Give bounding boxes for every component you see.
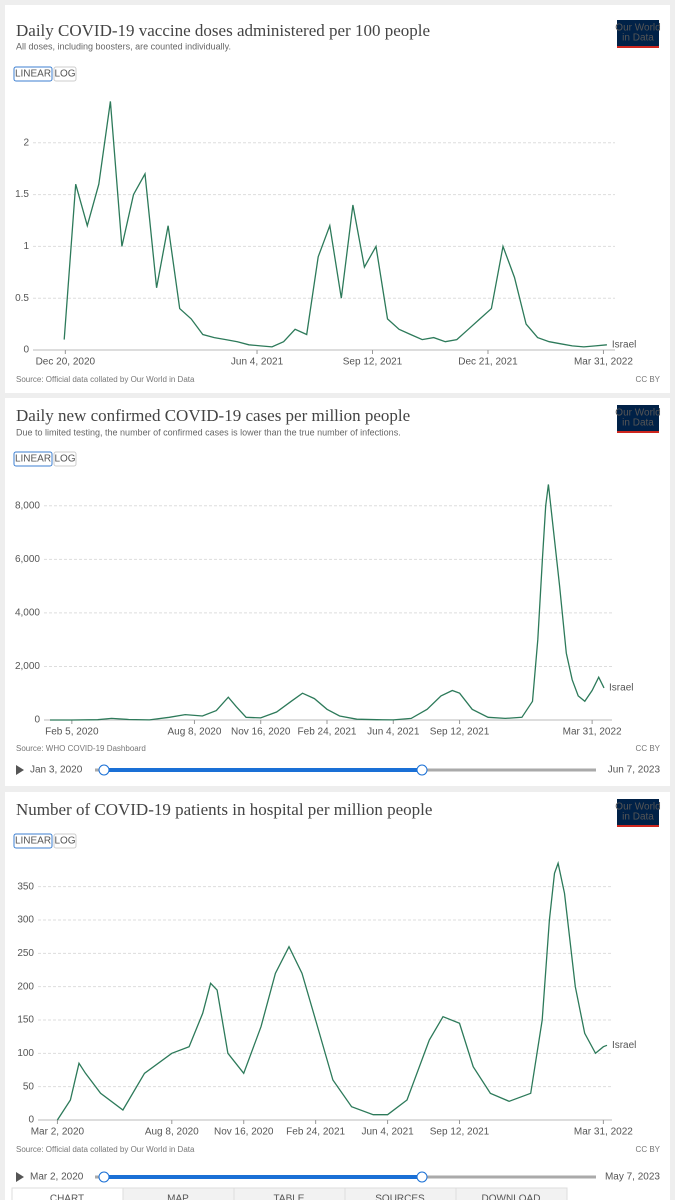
logo-text: in Data [622,33,654,44]
y-tick-label: 250 [17,948,34,959]
panel [5,398,670,786]
x-tick-label: Mar 31, 2022 [563,727,622,738]
scale-button-label[interactable]: LINEAR [15,836,51,847]
y-tick-label: 2 [23,137,29,148]
tab-label[interactable]: DOWNLOAD [482,1194,541,1200]
x-tick-label: Jun 4, 2021 [361,1127,414,1138]
chart-subtitle: Due to limited testing, the number of co… [16,427,401,437]
play-button[interactable] [16,765,24,775]
x-tick-label: Jun 4, 2021 [231,357,284,368]
license: CC BY [636,1145,661,1154]
y-tick-label: 50 [23,1081,35,1092]
tab-label[interactable]: CHART [50,1194,84,1200]
logo-text: Our World [615,23,660,34]
timeline-handle[interactable] [98,764,110,776]
series-label: Israel [612,1040,636,1051]
x-tick-label: Mar 31, 2022 [574,1127,633,1138]
timeline-start: Jan 3, 2020 [30,765,83,776]
x-tick-label: Aug 8, 2020 [145,1127,199,1138]
y-tick-label: 200 [17,981,34,992]
y-tick-label: 6,000 [15,554,40,565]
timeline-end: May 7, 2023 [605,1172,660,1183]
x-tick-label: Feb 24, 2021 [298,727,357,738]
x-tick-label: Mar 31, 2022 [574,357,633,368]
source: Source: Official data collated by Our Wo… [16,375,195,384]
x-tick-label: Feb 5, 2020 [45,727,99,738]
y-tick-label: 0 [34,715,40,726]
timeline-handle[interactable] [98,1171,110,1183]
scale-button-label[interactable]: LINEAR [15,69,51,80]
chart-title: Daily new confirmed COVID-19 cases per m… [16,406,410,425]
x-tick-label: Aug 8, 2020 [167,727,221,738]
logo-bar [617,46,659,48]
y-tick-label: 2,000 [15,661,40,672]
x-tick-label: Mar 2, 2020 [31,1127,85,1138]
scale-button[interactable] [13,833,53,849]
x-tick-label: Sep 12, 2021 [430,1127,490,1138]
x-tick-label: Dec 20, 2020 [36,357,96,368]
logo-text: in Data [622,418,654,429]
chart-title: Number of COVID-19 patients in hospital … [16,800,432,819]
timeline-end: Jun 7, 2023 [608,765,661,776]
scale-button[interactable] [53,66,77,82]
y-tick-label: 8,000 [15,500,40,511]
scale-button[interactable] [13,451,53,467]
y-tick-label: 0.5 [15,293,29,304]
x-tick-label: Dec 21, 2021 [458,357,518,368]
data-line [63,101,607,348]
logo-bar [617,431,659,433]
play-button[interactable] [16,1172,24,1182]
scale-button[interactable] [53,451,77,467]
timeline-handle[interactable] [416,764,428,776]
source: Source: Official data collated by Our Wo… [16,1145,195,1154]
x-tick-label: Sep 12, 2021 [430,727,490,738]
y-tick-label: 1 [23,241,29,252]
logo-box [617,405,659,433]
source: Source: WHO COVID-19 Dashboard [16,744,146,753]
x-tick-label: Sep 12, 2021 [343,357,403,368]
series-label: Israel [609,683,633,694]
chart-subtitle: All doses, including boosters, are count… [16,41,231,51]
y-tick-label: 4,000 [15,608,40,619]
license: CC BY [636,375,661,384]
y-tick-label: 0 [23,345,29,356]
panel [5,792,670,1200]
timeline-start: Mar 2, 2020 [30,1172,84,1183]
logo-bar [617,825,659,827]
data-line [50,484,605,721]
logo-text: Our World [615,408,660,419]
scale-button-label[interactable]: LOG [54,454,75,465]
license: CC BY [636,744,661,753]
x-tick-label: Jun 4, 2021 [367,727,420,738]
logo-text: Our World [615,802,660,813]
series-label: Israel [612,339,636,350]
timeline-handle[interactable] [416,1171,428,1183]
data-line [56,860,608,1121]
scale-button[interactable] [53,833,77,849]
y-tick-label: 350 [17,881,34,892]
tab[interactable] [455,1187,568,1200]
logo-box [617,799,659,827]
x-tick-label: Feb 24, 2021 [286,1127,345,1138]
logo-text: in Data [622,812,654,823]
chart-title: Daily COVID-19 vaccine doses administere… [16,21,430,40]
logo-box [617,20,659,48]
scale-button-label[interactable]: LOG [54,836,75,847]
scale-button-label[interactable]: LOG [54,69,75,80]
y-tick-label: 1.5 [15,189,29,200]
x-tick-label: Nov 16, 2020 [231,727,291,738]
y-tick-label: 100 [17,1048,34,1059]
y-tick-label: 0 [28,1115,34,1126]
y-tick-label: 300 [17,915,34,926]
tab-label[interactable]: MAP [167,1194,189,1200]
tab-label[interactable]: SOURCES [375,1194,425,1200]
y-tick-label: 150 [17,1015,34,1026]
panel [5,5,670,393]
tab-label[interactable]: TABLE [274,1194,305,1200]
scale-button-label[interactable]: LINEAR [15,454,51,465]
x-tick-label: Nov 16, 2020 [214,1127,274,1138]
scale-button[interactable] [13,66,53,82]
